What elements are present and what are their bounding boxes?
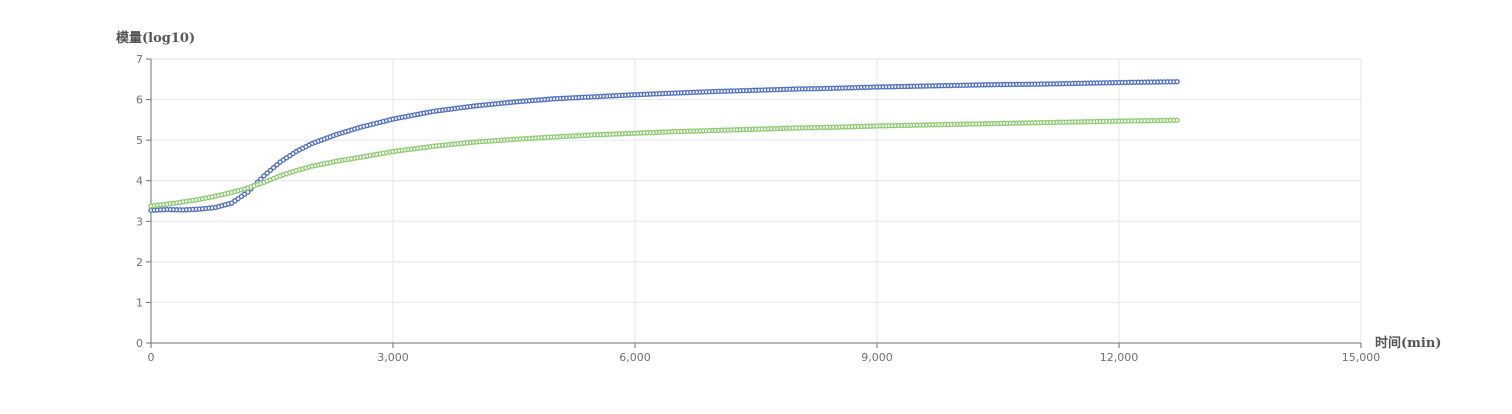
y-tick-label: 2	[136, 256, 143, 269]
x-tick-label: 12,000	[1100, 351, 1139, 364]
y-tick-label: 5	[136, 134, 143, 147]
y-tick-label: 1	[136, 296, 143, 309]
x-tick-label: 3,000	[377, 351, 409, 364]
y-tick-label: 7	[136, 53, 143, 66]
data-point[interactable]	[267, 167, 274, 174]
x-tick-label: 6,000	[619, 351, 651, 364]
x-tick-label: 15,000	[1342, 351, 1381, 364]
axes	[150, 59, 1361, 344]
x-tick-label: 9,000	[861, 351, 893, 364]
grid-lines	[151, 58, 1362, 343]
x-ticks: 0 3,000 6,000 9,000 12,000 15,000	[148, 343, 1381, 364]
y-tick-label: 6	[136, 94, 143, 107]
series-layer	[148, 79, 1180, 214]
data-point[interactable]	[1174, 117, 1180, 123]
data-point[interactable]	[274, 162, 280, 168]
series-1	[148, 79, 1180, 214]
y-axis-title: 模量(log10)	[116, 30, 195, 46]
data-point[interactable]	[261, 173, 267, 179]
x-tick-label: 0	[148, 351, 155, 364]
x-axis-title: 时间(min)	[1375, 335, 1441, 351]
y-tick-label: 4	[136, 175, 143, 188]
y-ticks: 0 1 2 3 4 5 6 7	[136, 53, 151, 350]
data-point[interactable]	[264, 170, 270, 176]
y-tick-label: 3	[136, 215, 143, 228]
series-2	[148, 117, 1180, 209]
data-point[interactable]	[1174, 79, 1180, 85]
y-tick-label: 0	[136, 337, 143, 350]
data-point[interactable]	[270, 164, 277, 171]
